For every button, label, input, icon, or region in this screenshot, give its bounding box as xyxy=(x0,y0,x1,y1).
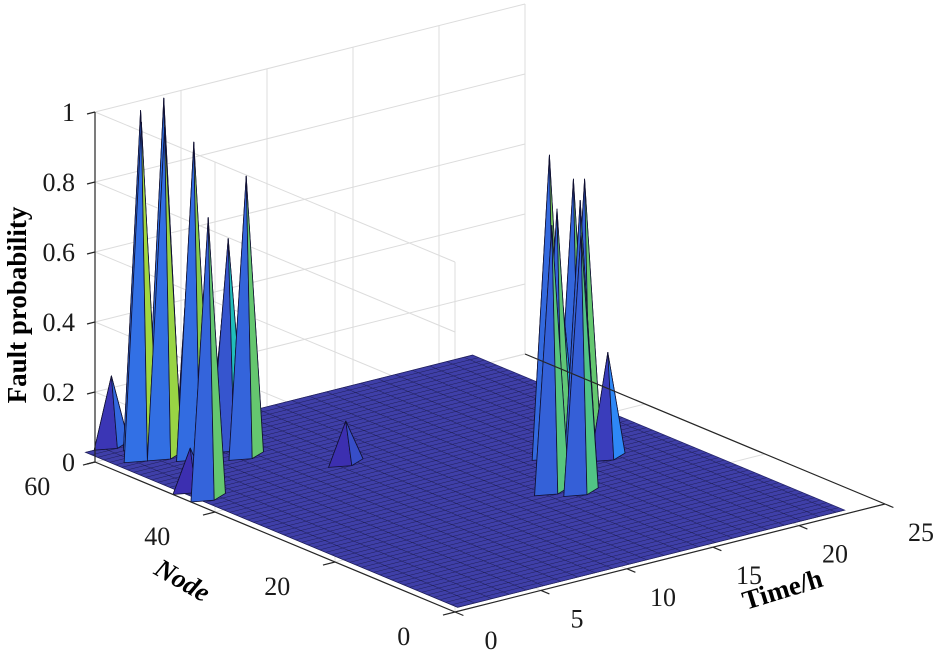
surface-mesh-line xyxy=(295,442,683,541)
surface-mesh-line xyxy=(427,497,815,596)
surface-mesh-line xyxy=(445,504,833,603)
surface-mesh-line xyxy=(433,499,821,598)
surface-mesh-line xyxy=(457,509,845,608)
surface-mesh-line xyxy=(193,399,581,498)
y-tick-label: 0 xyxy=(397,622,410,651)
surface-mesh-line xyxy=(373,474,761,573)
axis-layer: 0 5 10 15 20 25 0 20 40 60 0 0.2 0.4 0.6 0.8 1 xyxy=(24,98,934,655)
x-tick-mark xyxy=(626,568,636,573)
x-tick-mark xyxy=(712,546,722,552)
grid-line-z-side xyxy=(94,181,456,333)
y-axis-label: Node xyxy=(149,552,216,608)
x-tick-label: 20 xyxy=(822,540,848,569)
grid-line-z-side xyxy=(94,111,456,263)
z-axis-label: Fault probability xyxy=(2,206,32,403)
surface-mesh-line xyxy=(163,387,551,486)
surface-mesh-line xyxy=(415,492,803,591)
z-tick-label: 0.8 xyxy=(43,168,76,197)
surface-mesh-line xyxy=(181,394,569,493)
surface-mesh-line xyxy=(355,467,743,566)
z-tick-mark xyxy=(86,321,96,325)
surface-peak-face xyxy=(580,232,599,496)
surface-peak-face xyxy=(551,225,570,495)
y-axis-line xyxy=(94,461,456,613)
x-tick-label: 0 xyxy=(485,626,498,655)
x-axis-line xyxy=(454,503,886,613)
surface-peak-face xyxy=(245,175,264,460)
z-tick-mark xyxy=(86,461,96,465)
surface-peak-face xyxy=(164,127,183,460)
x-tick-label: 25 xyxy=(908,518,934,547)
surface-mesh-line xyxy=(349,464,737,563)
z-tick-label: 0.2 xyxy=(43,378,76,407)
z-tick-mark xyxy=(86,181,96,185)
surface-mesh-line xyxy=(301,444,689,543)
z-tick-label: 0 xyxy=(62,448,75,477)
surface-mesh-line xyxy=(409,489,797,588)
y-tick-label: 40 xyxy=(144,522,170,551)
surface-mesh-line xyxy=(397,484,785,583)
z-tick-label: 0.6 xyxy=(43,238,76,267)
y-tick-label: 20 xyxy=(264,572,290,601)
z-tick-mark xyxy=(86,111,96,115)
surface-peak-face xyxy=(607,351,626,461)
surface-mesh-line xyxy=(361,469,749,568)
y-tick-mark xyxy=(202,511,216,516)
surface-mesh-line xyxy=(391,482,779,581)
surface-peak-face xyxy=(207,217,226,501)
x-tick-mark xyxy=(884,503,894,509)
z-tick-label: 0.4 xyxy=(43,308,76,337)
y-tick-mark xyxy=(442,611,456,616)
x-axis-far-edge xyxy=(524,353,886,505)
surface-mesh-line xyxy=(313,449,701,548)
surface-mesh-line xyxy=(199,402,587,501)
surface-mesh-line xyxy=(319,452,707,551)
y-tick-label: 60 xyxy=(24,472,50,501)
surface-layer xyxy=(84,97,846,608)
surface-mesh-line xyxy=(307,447,695,546)
surface-mesh-line xyxy=(325,454,713,553)
x-tick-label: 15 xyxy=(736,561,762,590)
x-tick-mark xyxy=(798,525,808,530)
surface-mesh-line xyxy=(379,477,767,576)
grid-line-z-back xyxy=(94,73,526,183)
z-tick-label: 1 xyxy=(62,98,75,127)
surface-peak-face xyxy=(345,420,364,467)
grid-line-z-back xyxy=(94,3,526,113)
surface-mesh-line xyxy=(421,494,809,593)
x-tick-label: 10 xyxy=(650,583,676,612)
x-tick-mark xyxy=(540,589,550,595)
surface-mesh-line xyxy=(439,502,827,601)
surface-mesh-line xyxy=(343,462,731,561)
surface-mesh-line xyxy=(169,389,557,488)
surface-mesh-line xyxy=(385,479,773,578)
surface-mesh-line xyxy=(205,404,593,503)
x-tick-label: 5 xyxy=(571,604,584,633)
surface-mesh-line xyxy=(403,487,791,586)
surface-mesh-line xyxy=(187,397,575,496)
y-tick-mark xyxy=(322,561,336,566)
z-tick-mark xyxy=(86,391,96,395)
surface-mesh-line xyxy=(175,392,563,491)
x-tick-mark xyxy=(454,611,464,617)
surface-mesh-line xyxy=(337,459,725,558)
z-tick-mark xyxy=(86,251,96,255)
surface-mesh-line xyxy=(451,507,839,606)
surface-mesh-line xyxy=(331,457,719,556)
surface-mesh-line xyxy=(367,472,755,571)
